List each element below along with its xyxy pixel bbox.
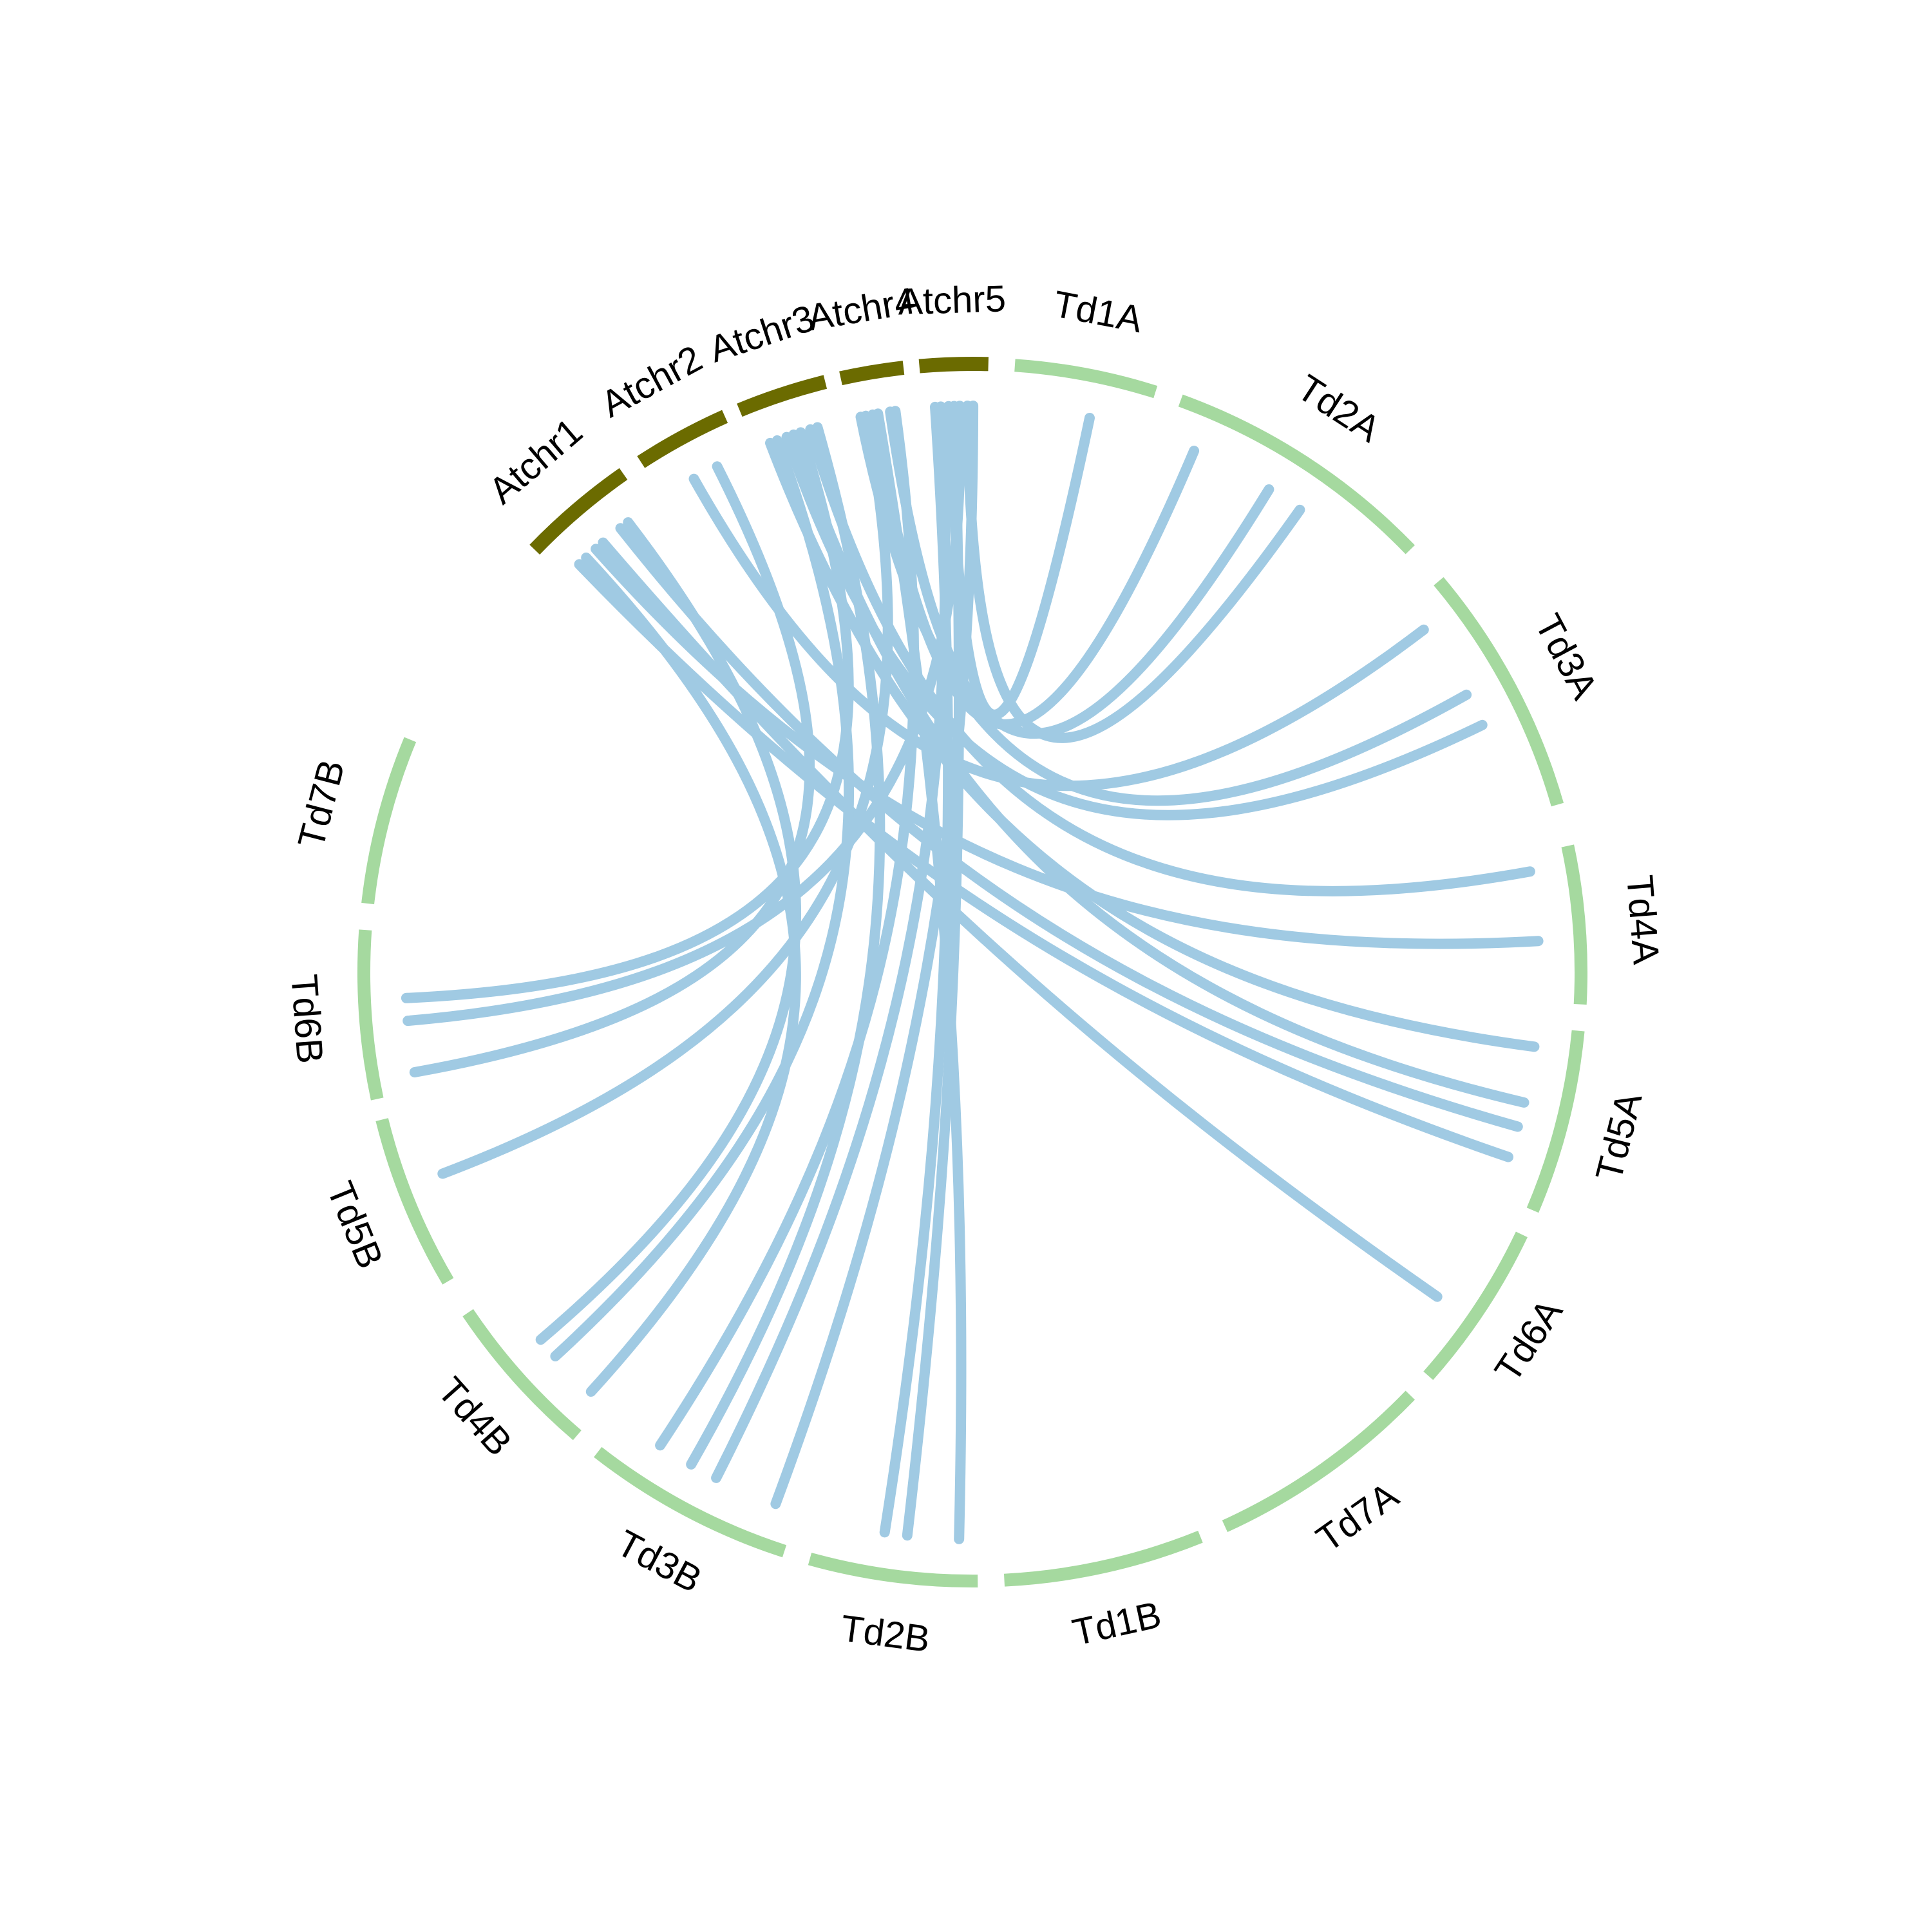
segment-td4a: [1561, 844, 1587, 1005]
segment-td7a: [1222, 1390, 1415, 1532]
link-atchr3-td3b: [686, 422, 886, 1470]
segment-td2b: [808, 1552, 978, 1588]
label-td2b: Td2B: [838, 1607, 933, 1661]
label-atchr5: Atchr5: [897, 278, 1007, 323]
link-atchr3-td4b: [550, 435, 855, 1361]
segment-atchr1: [529, 468, 628, 555]
segment-atchr2: [637, 410, 728, 468]
label-td3b: Td3B: [610, 1522, 708, 1600]
label-atchr1: Atchr1: [481, 410, 591, 512]
segment-td5a: [1526, 1030, 1585, 1213]
label-td3a: Td3A: [1527, 607, 1606, 706]
label-td4a: Td4A: [1618, 873, 1667, 966]
link-atchr1-td4b: [535, 517, 801, 1345]
segment-td6a: [1423, 1231, 1528, 1380]
link-atchr1-td4b: [581, 553, 801, 1397]
chromosome-segments: [357, 356, 1587, 1588]
label-td1a: Td1A: [1050, 283, 1146, 341]
link-atchr5-td3b: [711, 401, 951, 1483]
label-atchr2: Atchr2: [594, 337, 709, 426]
segment-atchr3: [737, 375, 828, 417]
link-atchr5-td2b: [902, 401, 965, 1541]
label-atchr3: Atchr3: [704, 297, 820, 370]
link-atchr5-td6b: [402, 401, 965, 1027]
link-atchr3-td6b: [401, 427, 854, 1003]
segment-td5b: [375, 1118, 454, 1285]
label-td5a: Td5A: [1587, 1088, 1650, 1186]
segment-atchr5: [918, 356, 989, 374]
label-td1b: Td1B: [1068, 1593, 1164, 1653]
link-atchr4-td2a: [885, 406, 1274, 739]
label-td2a: Td2A: [1290, 366, 1388, 450]
label-td7b: Td7B: [290, 755, 353, 852]
segment-td1a: [1014, 359, 1158, 399]
link-atchr2-td6b: [409, 461, 815, 1077]
label-td4b: Td4B: [430, 1369, 520, 1464]
label-td6a: Td6A: [1486, 1292, 1571, 1390]
label-td7a: Td7A: [1309, 1474, 1406, 1560]
segment-td3b: [594, 1446, 787, 1558]
segment-td2a: [1178, 394, 1415, 554]
link-atchr4-td5b: [437, 410, 893, 1179]
segment-td7b: [361, 737, 417, 905]
link-atchr1-td6a: [598, 537, 1443, 1302]
link-atchr3-td4a: [805, 424, 1535, 896]
segment-td6b: [357, 929, 384, 1101]
link-atchr4-td2b: [873, 408, 967, 1544]
synteny-links: [401, 401, 1544, 1544]
link-atchr1-td5a: [615, 523, 1523, 1132]
segment-atchr4: [839, 361, 905, 386]
label-td6b: Td6B: [283, 973, 331, 1065]
label-td5b: Td5B: [319, 1176, 392, 1274]
link-atchr5-td3b: [770, 401, 979, 1510]
link-atchr1-td5a: [574, 559, 1513, 1162]
segment-td3a: [1434, 577, 1564, 807]
segment-td1b: [1003, 1530, 1203, 1587]
segment-td4b: [462, 1309, 582, 1441]
link-atchr4-td3b: [655, 406, 920, 1451]
